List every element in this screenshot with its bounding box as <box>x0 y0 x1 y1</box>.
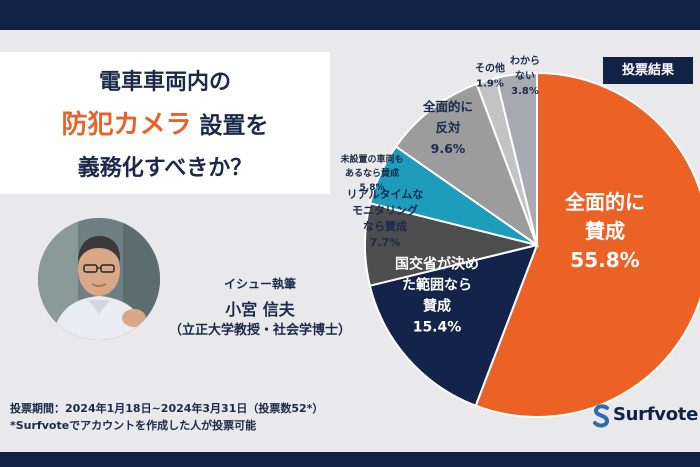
title-line-3: 義務化すべきか？ <box>77 156 253 181</box>
author-label: イシュー執筆 <box>223 277 296 291</box>
title-box: 電車車両内の 防犯カメラ 設置を 義務化すべきか？ <box>0 52 330 194</box>
pie-slice-label: その他 1.9% <box>475 62 505 90</box>
pie-slice-label-line: ない <box>515 70 535 82</box>
author-portrait <box>38 218 160 340</box>
pie-slice-value: 9.6% <box>431 141 466 156</box>
pie-slice-label: リアルタイムなモニタリングなら賛成 7.7% <box>347 188 424 249</box>
pie-slice-value: 5.8% <box>360 183 385 193</box>
results-badge: 投票結果 <box>603 57 693 84</box>
pie-slice-label: 国交省が決めた範囲なら賛成 15.4% <box>395 256 479 336</box>
pie-slice-label: 全面的に反対 9.6% <box>422 99 473 156</box>
surfvote-logo-icon <box>593 404 610 428</box>
pie-slice <box>495 71 538 246</box>
pie-slice-value: 1.9% <box>476 79 504 90</box>
top-band <box>0 0 700 30</box>
pie-slice-value: 55.8% <box>570 248 639 272</box>
pie-slice-label-line: なら賛成 <box>363 219 407 233</box>
pie-slice-label-line: わから <box>510 55 540 67</box>
title-accent: 防犯カメラ <box>61 110 192 140</box>
pie-slice <box>368 243 539 407</box>
portrait-image <box>38 218 160 340</box>
pie-slice-label-line: た範囲なら <box>402 277 472 294</box>
brand-name: Surfvote <box>613 404 698 425</box>
author-name: 小宮 信夫 <box>225 300 295 319</box>
pie-slice-label: わからない 3.8% <box>510 55 540 97</box>
pie-labels: 全面的に賛成 55.8%国交省が決めた範囲なら賛成 15.4%リアルタイムなモニタリ… <box>339 55 645 336</box>
pie-slice-value: 15.4% <box>413 320 462 336</box>
pie-slice-label-line: 反対 <box>435 120 461 135</box>
title-line-2-rest: 設置を <box>191 113 269 139</box>
bottom-band <box>0 452 700 467</box>
pie-slice-label-line: あるなら賛成 <box>345 167 399 179</box>
pie-slice-label-line: 賛成 <box>423 298 451 315</box>
pie-slice-label-line: モニタリング <box>352 203 418 217</box>
pie-slice <box>474 71 700 418</box>
pie-slice-label: 全面的に賛成 55.8% <box>564 190 645 272</box>
voting-note: *Surfvoteでアカウントを作成した人が投票可能 <box>10 419 257 432</box>
title-line-1: 電車車両内の <box>98 70 231 95</box>
title-line-2: 防犯カメラ 設置を <box>0 104 330 141</box>
pie-slice-label: 未設置の車両もあるなら賛成 5.8% <box>339 153 403 193</box>
brand-logo: Surfvote <box>593 404 698 428</box>
pie-slice <box>394 82 540 248</box>
pie-slice-value: 7.7% <box>370 236 401 249</box>
pie-slice-label-line: その他 <box>475 62 505 75</box>
pie-slice-label-line: 賛成 <box>585 219 625 243</box>
pie-slice-label-line: 未設置の車両も <box>339 153 403 165</box>
pie-slice-label-line: 全面的に <box>564 190 645 214</box>
pie-slice-label-line: 全面的に <box>422 99 473 114</box>
pie-slice-label-line: 国交省が決め <box>395 256 479 273</box>
pie-slice-value: 3.8% <box>511 86 539 97</box>
author-affiliation: （立正大学教授・社会学博士） <box>168 323 351 338</box>
pie-slices <box>364 71 700 418</box>
pie-slice-label-line: リアルタイムな <box>347 188 424 201</box>
voting-period: 投票期間：2024年1月18日~2024年3月31日（投票数52*） <box>10 402 324 415</box>
